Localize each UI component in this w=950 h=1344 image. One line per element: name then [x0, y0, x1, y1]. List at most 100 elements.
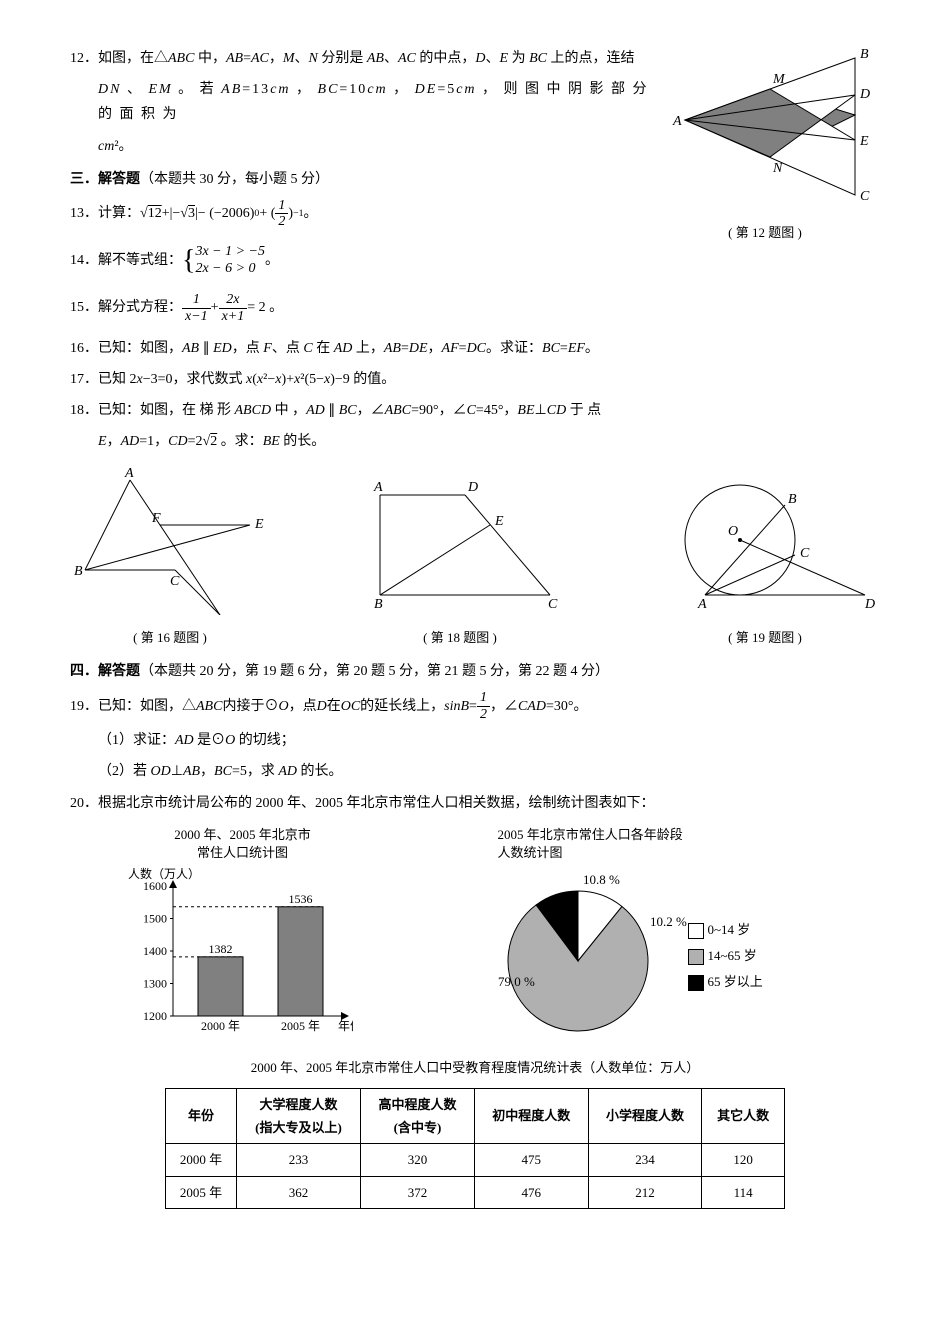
l: D [467, 480, 478, 495]
t: cm [456, 82, 476, 97]
pie-title: 2005 年北京市常住人口各年龄段 人数统计图 [468, 826, 828, 862]
pie-chart: 10.8 %79.0 %10.2 % [468, 866, 688, 1046]
t: 人数统计图 [498, 845, 563, 860]
svg-text:1500: 1500 [143, 912, 167, 926]
t: AB [384, 341, 401, 356]
t: BC [529, 51, 547, 66]
svg-text:2000 年: 2000 年 [200, 1019, 239, 1033]
t: 1 [477, 690, 490, 706]
q15: 15．解分式方程： 1x−1 + 2xx+1 = 2 。 [70, 292, 650, 324]
t: AB [182, 341, 199, 356]
t: = [469, 694, 477, 719]
t: =2 [188, 434, 203, 449]
t: 2 [275, 214, 288, 229]
t: (5− [304, 372, 324, 387]
l: F [151, 511, 161, 526]
t: AD [278, 764, 297, 779]
fig16: A B C D E F ( 第 16 题图 ) [70, 465, 270, 650]
t: 的长。 [297, 764, 343, 779]
t: 2x − 6 > 0 [195, 261, 255, 276]
t: O [225, 733, 235, 748]
fig18: A B C D E ( 第 18 题图 ) [350, 475, 570, 650]
t: DC [467, 341, 486, 356]
t: 、 [486, 51, 500, 66]
t: sinB [444, 694, 469, 719]
t: EM [148, 82, 172, 97]
cap: ( 第 18 题图 ) [350, 626, 570, 649]
q12-l2: DN 、 EM 。 若 AB=13cm ， BC=10cm ， DE=5cm ，… [70, 77, 650, 127]
t: =5 [437, 82, 456, 97]
t: 2 [477, 707, 490, 722]
svg-text:79.0 %: 79.0 % [498, 974, 535, 989]
q12-l3: cm²。 [70, 134, 650, 159]
t: AD [175, 733, 194, 748]
section-4: 四．解答题（本题共 20 分，第 19 题 6 分，第 20 题 5 分，第 2… [70, 659, 880, 684]
l: A [373, 480, 383, 495]
t: ， [291, 82, 318, 97]
svg-text:10.8 %: 10.8 % [583, 872, 620, 887]
t: 常住人口统计图 [197, 845, 288, 860]
t: ， [388, 82, 415, 97]
t: 13．计算： [70, 201, 140, 226]
q18: 18．已知：如图，在 梯 形 ABCD 中 ，AD ∥ BC，∠ABC=90°，… [70, 398, 880, 423]
q16: 16．已知：如图，AB ∥ ED，点 F、点 C 在 AD 上，AB=DE，AF… [70, 336, 880, 361]
t: 2000 年、2005 年北京市 [174, 827, 311, 842]
t: + [211, 295, 219, 320]
figures-row: A B C D E F ( 第 16 题图 ) A B C D E ( 第 18… [70, 465, 880, 650]
svg-text:1382: 1382 [208, 942, 232, 956]
lbl: C [860, 189, 870, 204]
t: 12 [148, 201, 162, 226]
education-table: 年份大学程度人数(指大专及以上)高中程度人数(含中专)初中程度人数小学程度人数其… [165, 1088, 785, 1210]
l: D [864, 597, 875, 612]
t: 的切线； [235, 733, 295, 748]
t: CAD [518, 694, 546, 719]
t: BC [214, 764, 232, 779]
t: cm [367, 82, 387, 97]
t: 的长。 [280, 434, 326, 449]
t: ABC [196, 694, 222, 719]
cap: ( 第 19 题图 ) [650, 626, 880, 649]
l: A [697, 597, 707, 612]
t: 上的点，连结 [547, 51, 635, 66]
t: AB [367, 51, 384, 66]
t: 在 [327, 694, 341, 719]
t: （1）求证： [98, 733, 175, 748]
t: + [162, 201, 170, 226]
t: ，∠ [490, 694, 518, 719]
t: 内接于⊙ [222, 694, 278, 719]
t: ∥ [325, 403, 339, 418]
l: B [74, 564, 83, 579]
t: 2x [219, 292, 248, 308]
q20: 20．根据北京市统计局公布的 2000 年、2005 年北京市常住人口相关数据，… [70, 791, 880, 816]
q19-p2: （2）若 OD⊥AB，BC=5，求 AD 的长。 [70, 759, 880, 784]
q19-p1: （1）求证：AD 是⊙O 的切线； [70, 728, 880, 753]
t: ， [200, 764, 214, 779]
t: EF [568, 341, 585, 356]
t: DN [98, 82, 121, 97]
t: x+1 [219, 309, 248, 324]
t: 18．已知：如图，在 梯 形 [70, 403, 235, 418]
t: 在 [313, 341, 334, 356]
t: AD [334, 341, 353, 356]
q18-l2: E，AD=1，CD=2√2 。求：BE 的长。 [70, 429, 880, 454]
t: ∥ [199, 341, 213, 356]
pie-chart-box: 2005 年北京市常住人口各年龄段 人数统计图 10.8 %79.0 %10.2… [468, 826, 828, 1046]
t: 3x − 1 > −5 [195, 244, 265, 259]
t: 。 [265, 248, 279, 273]
t: = [560, 341, 568, 356]
t: N [309, 51, 318, 66]
t: |− [170, 201, 181, 226]
bar-chart-box: 2000 年、2005 年北京市 常住人口统计图 人数（万人）120013001… [123, 826, 363, 1046]
t: 是⊙ [194, 733, 226, 748]
t: M [283, 51, 295, 66]
svg-text:2005 年: 2005 年 [280, 1019, 319, 1033]
t: 的延长线上， [360, 694, 444, 719]
t: ABC [168, 51, 194, 66]
sec-note: （本题共 20 分，第 19 题 6 分，第 20 题 5 分，第 21 题 5… [140, 664, 609, 679]
t: ⊥ [535, 403, 547, 418]
t: 2005 年北京市常住人口各年龄段 [498, 827, 683, 842]
t: ，点 [232, 341, 264, 356]
q12-figure: A B C M N D E ( 第 12 题图 ) [650, 40, 880, 245]
t: D [317, 694, 327, 719]
t: 、 [295, 51, 309, 66]
